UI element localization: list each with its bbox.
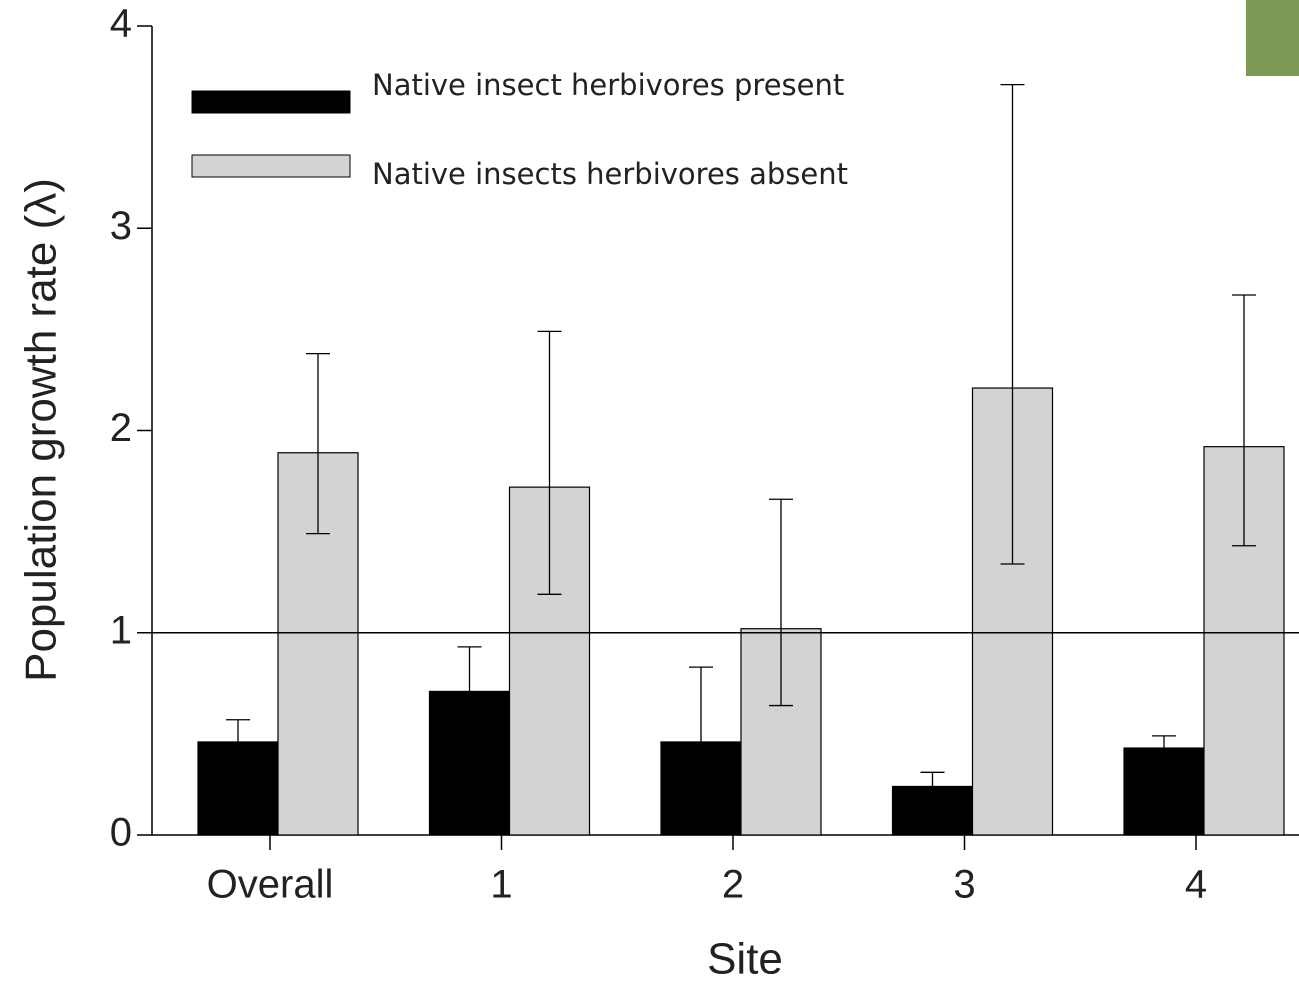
chart: Site Population growth rate (λ) 0 1 2 3 4 Ove… [0,0,1299,984]
x-axis-title: Site [707,935,783,984]
bar [198,742,278,835]
y-axis-title: Population growth rate (λ) [17,178,66,682]
x-tick-label: 3 [953,863,975,907]
x-tick-label: 1 [490,863,512,907]
legend-swatch [192,155,350,177]
legend-label: Native insects herbivores absent [372,157,848,191]
bar [1124,748,1204,835]
legend-label: Native insect herbivores present [372,68,844,102]
y-tick-label: 0 [110,811,132,855]
x-tick-label: Overall [207,863,334,907]
y-tick-label: 3 [110,204,132,248]
bar [893,786,973,835]
y-tick-label: 2 [110,406,132,450]
y-tick-label: 1 [110,608,132,652]
x-tick-label: 4 [1185,863,1207,907]
bar [430,691,510,835]
legend-swatch [192,91,350,113]
bar [661,742,741,835]
corner-photo [1246,0,1299,76]
x-tick-label: 2 [722,863,744,907]
y-tick-label: 4 [110,2,132,46]
